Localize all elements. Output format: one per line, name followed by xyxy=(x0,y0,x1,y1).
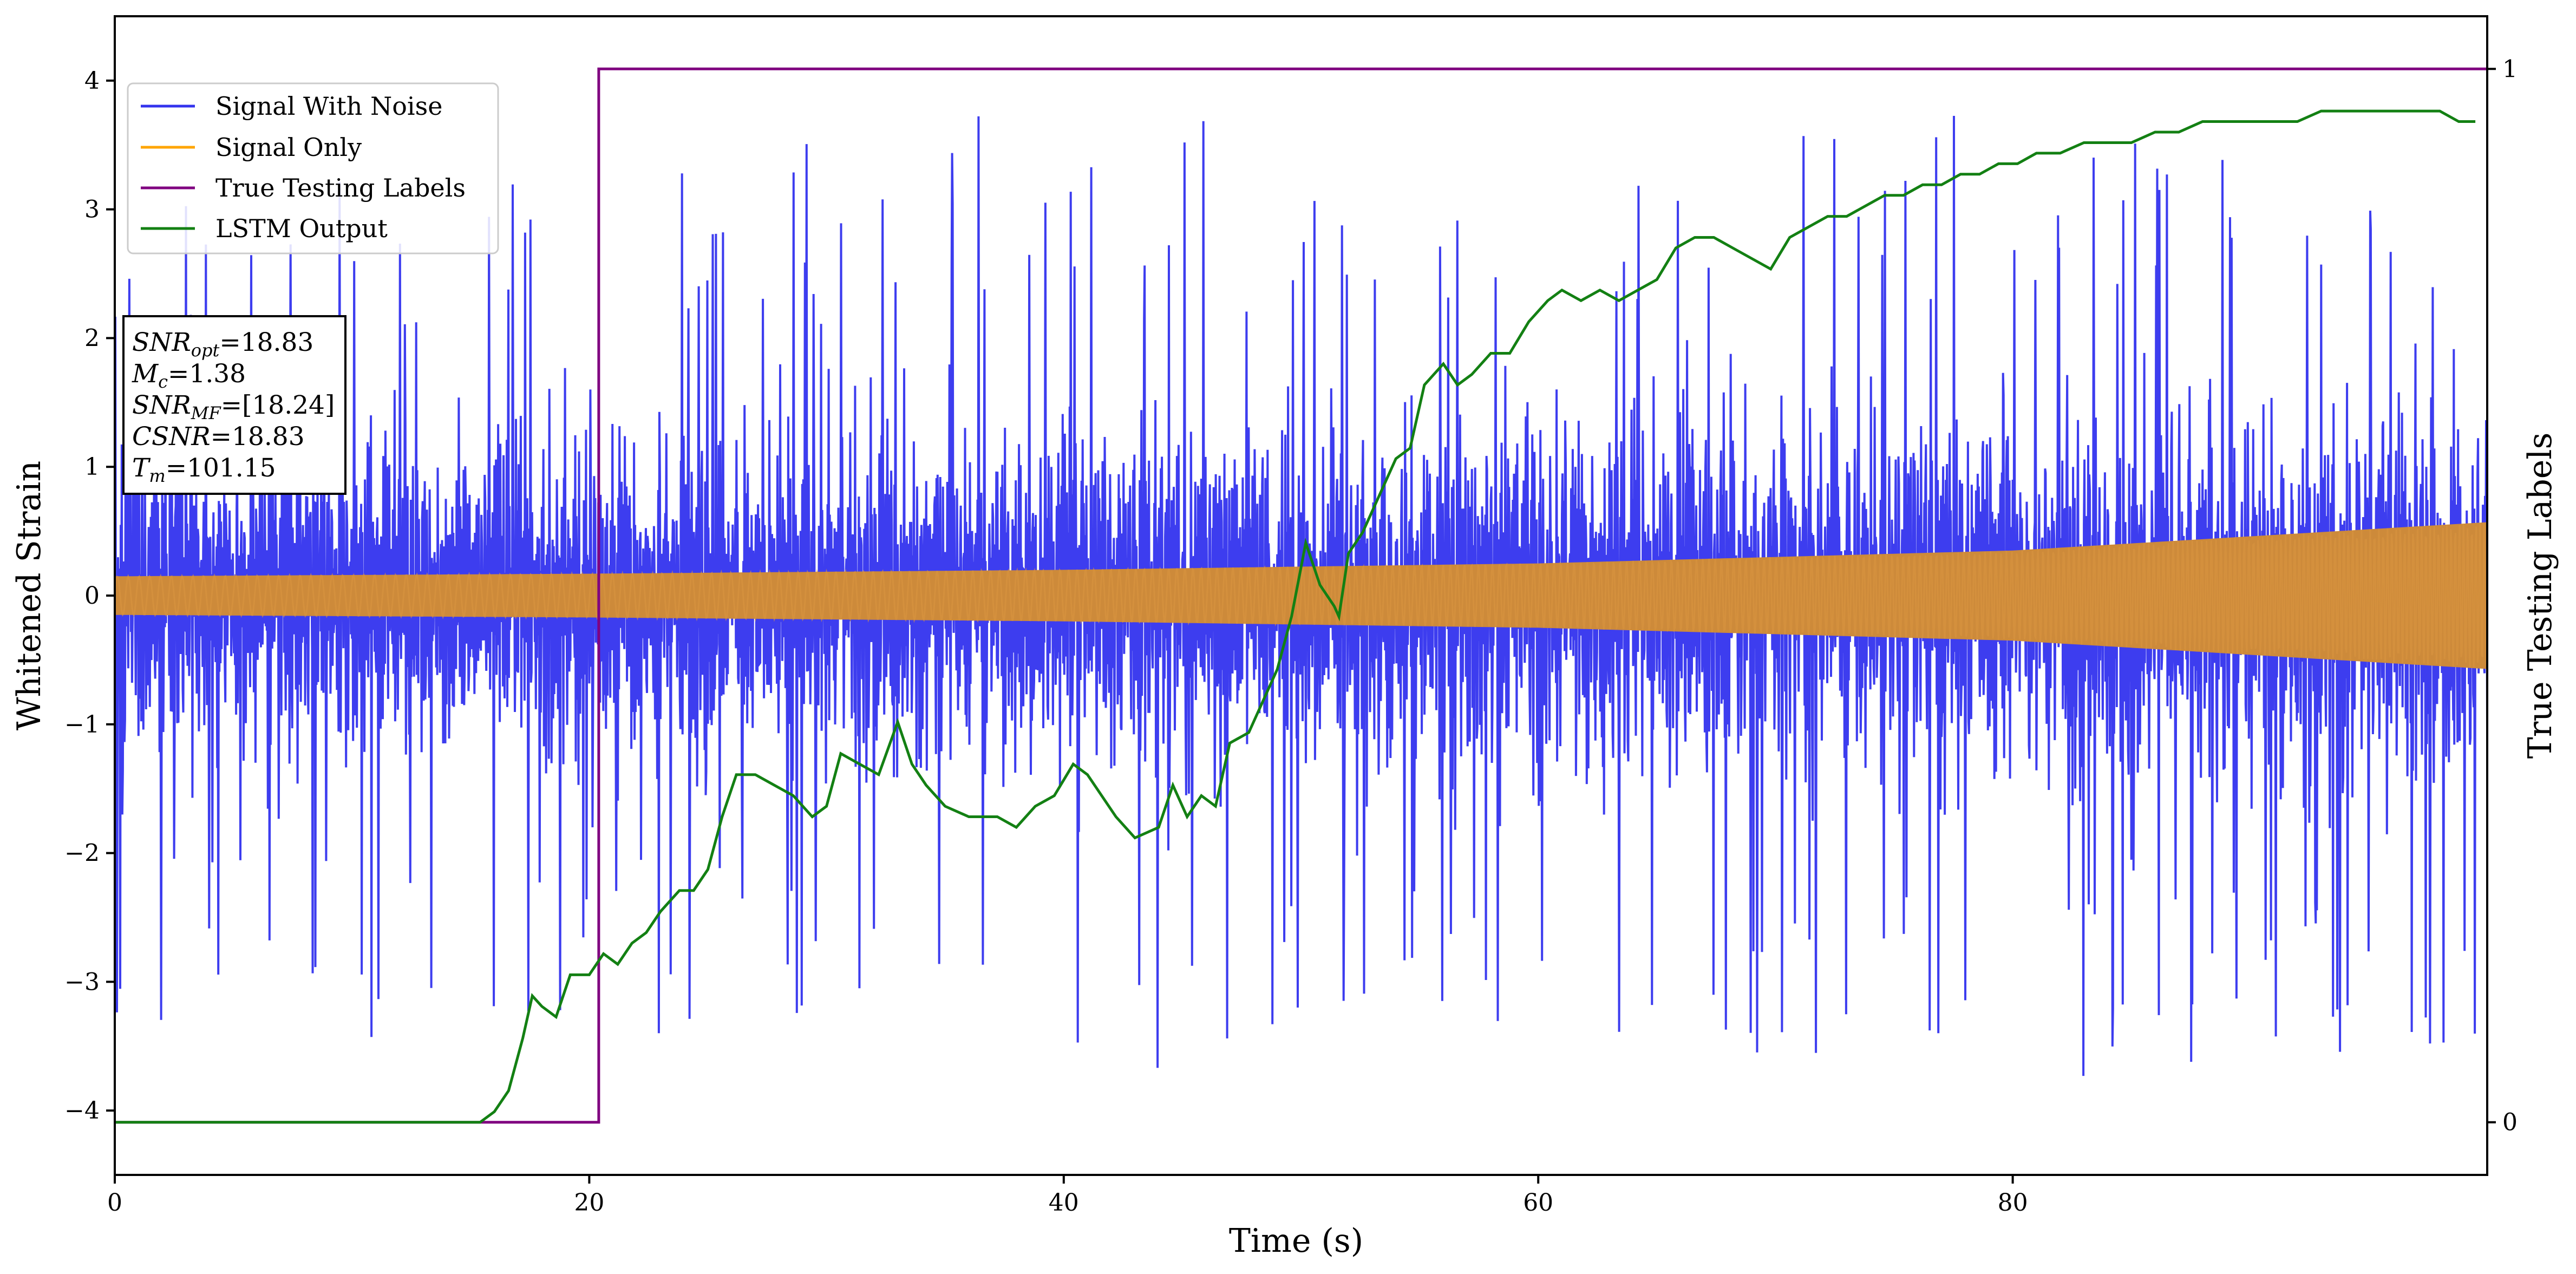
annotation-line-tm: Tm=101.15 xyxy=(132,453,276,486)
lstm-output-line xyxy=(115,109,2476,1124)
y-tick-label: −2 xyxy=(64,840,100,867)
plot-area xyxy=(115,67,2487,1124)
annotation-line-snr-mf: SNRMF=[18.24] xyxy=(132,390,335,423)
y-axis-title: Whitened Strain xyxy=(10,461,48,730)
legend-box xyxy=(127,82,499,254)
y-tick-label: −1 xyxy=(64,711,100,739)
signal-only-line xyxy=(115,522,2487,668)
x-tick-label: 80 xyxy=(1998,1189,2028,1217)
y-tick-label: 3 xyxy=(84,196,100,224)
x-axis-title: Time (s) xyxy=(1229,1222,1363,1260)
x-tick-label: 40 xyxy=(1049,1189,1079,1217)
y-tick-label: 2 xyxy=(84,324,100,352)
annotation-line-csnr: CSNR=18.83 xyxy=(132,422,305,452)
y-tick-label: 1 xyxy=(84,453,100,481)
annotation-box: SNRopt=18.83 Mc=1.38 SNRMF=[18.24] CSNR=… xyxy=(122,315,346,495)
legend-label-true-testing-labels: True Testing Labels xyxy=(215,173,466,202)
series-lstm-output xyxy=(115,109,2476,1124)
annotation-line-chirp-mass: Mc=1.38 xyxy=(132,359,246,392)
legend-label-signal-with-noise: Signal With Noise xyxy=(215,92,442,121)
x-tick-label: 0 xyxy=(107,1189,122,1217)
x-tick-label: 60 xyxy=(1523,1189,1553,1217)
x-tick-label: 20 xyxy=(574,1189,604,1217)
legend: Signal With Noise Signal Only True Testi… xyxy=(127,82,499,254)
legend-label-signal-only: Signal Only xyxy=(215,133,362,162)
annotation-line-snr-opt: SNRopt=18.83 xyxy=(132,328,313,361)
annotation-frame xyxy=(122,315,346,495)
y-tick-label: −4 xyxy=(64,1097,100,1125)
series-signal-only xyxy=(115,522,2487,669)
y2-tick-label: 1 xyxy=(2502,55,2518,83)
y-tick-label: 4 xyxy=(84,67,100,95)
legend-label-lstm-output: LSTM Output xyxy=(215,214,388,243)
y-tick-label: −3 xyxy=(64,968,100,996)
y2-tick-label: 0 xyxy=(2502,1109,2518,1136)
y-axis: −4 −3 −2 −1 0 1 2 3 4 xyxy=(64,67,115,1125)
y-tick-label: 0 xyxy=(84,582,100,610)
y2-axis-title: True Testing Labels xyxy=(2521,433,2559,759)
x-axis: 0 20 40 60 80 xyxy=(107,1175,2028,1217)
y2-axis-right: 01 xyxy=(2487,55,2518,1136)
